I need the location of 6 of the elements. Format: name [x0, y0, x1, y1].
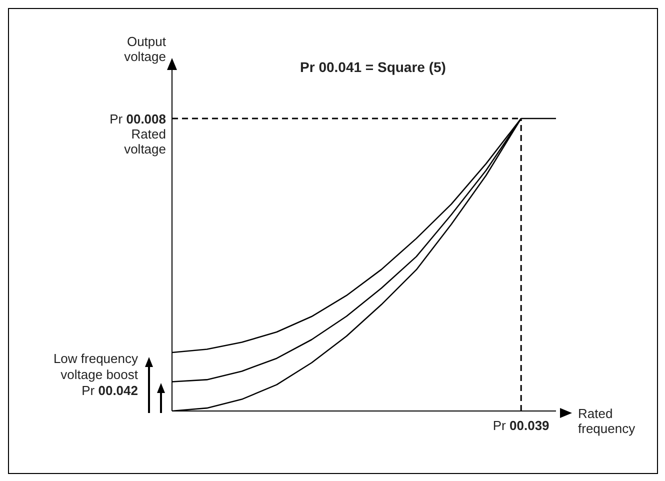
text: Low frequency voltage boost Pr 00.042: [53, 351, 138, 398]
ref-line-label: Pr 00.008 Rated voltage: [110, 112, 166, 156]
x-axis-title: Rated frequency: [578, 406, 636, 436]
chart-title: Pr 00.041 = Square (5): [300, 59, 446, 75]
y-axis-title: Output voltage: [124, 34, 166, 64]
text: Pr 00.039: [492, 418, 550, 433]
